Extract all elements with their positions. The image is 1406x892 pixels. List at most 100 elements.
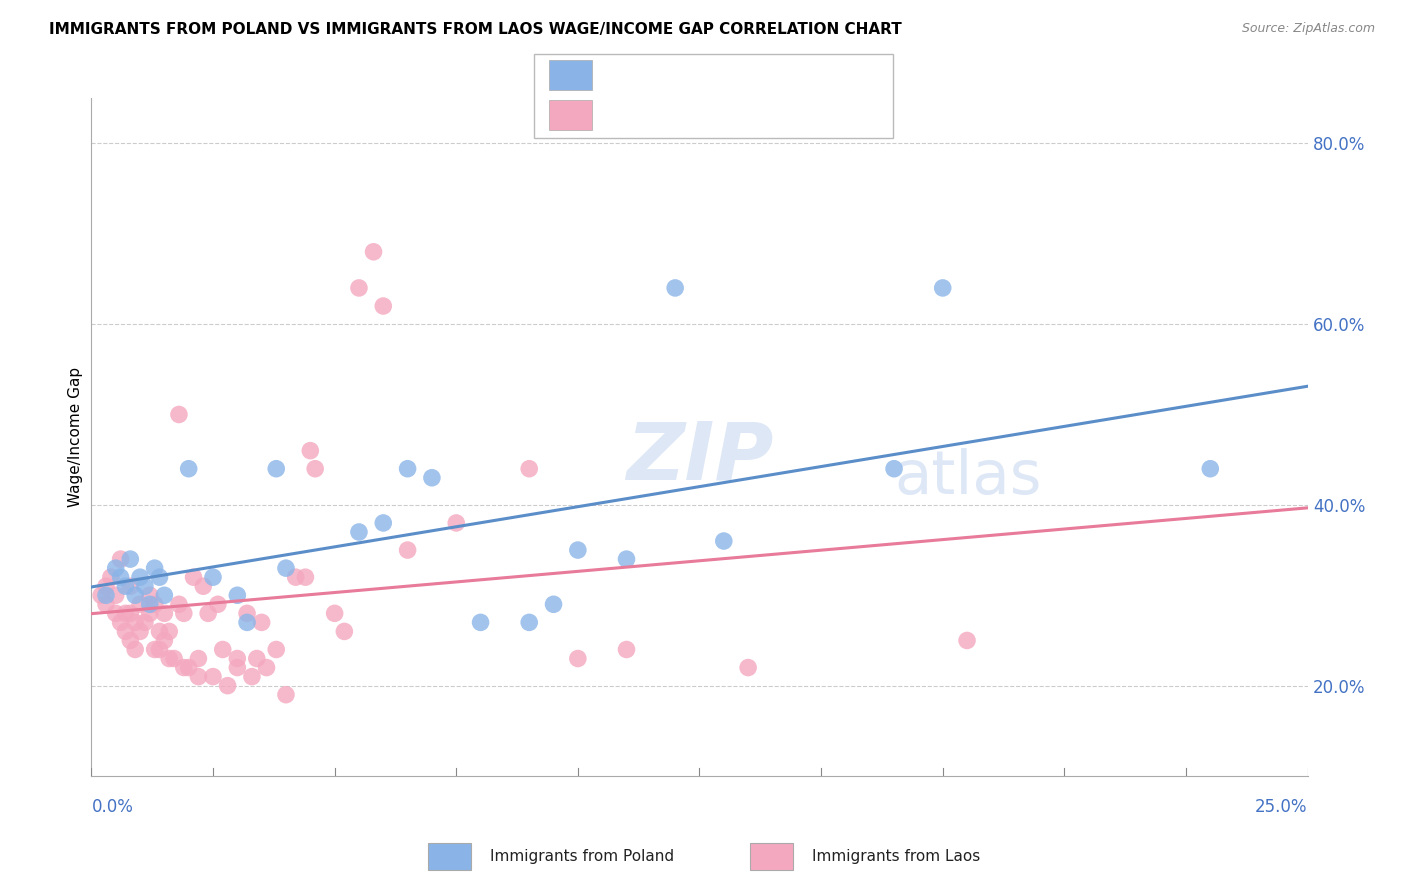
- Point: [202, 670, 225, 684]
- Point: [153, 633, 176, 648]
- Point: [173, 607, 195, 621]
- Text: 0.0%: 0.0%: [91, 798, 134, 816]
- Point: [167, 408, 190, 422]
- Point: [129, 624, 152, 639]
- Point: [177, 461, 200, 475]
- Point: [114, 607, 136, 621]
- Point: [157, 624, 180, 639]
- Point: [110, 615, 132, 630]
- Point: [956, 633, 979, 648]
- Point: [124, 615, 146, 630]
- Point: [139, 588, 162, 602]
- Point: [134, 579, 156, 593]
- Point: [94, 579, 117, 593]
- Text: 25.0%: 25.0%: [1256, 798, 1308, 816]
- Point: [163, 651, 186, 665]
- Point: [120, 579, 142, 593]
- Text: atlas: atlas: [894, 449, 1042, 508]
- Point: [134, 615, 156, 630]
- Point: [226, 588, 249, 602]
- Point: [363, 244, 385, 259]
- Text: N = 32: N = 32: [756, 66, 824, 84]
- Point: [120, 607, 142, 621]
- Point: [94, 588, 117, 602]
- Y-axis label: Wage/Income Gap: Wage/Income Gap: [67, 367, 83, 508]
- Point: [236, 615, 259, 630]
- Point: [347, 524, 370, 539]
- Point: [616, 552, 638, 566]
- Point: [294, 570, 316, 584]
- Point: [616, 642, 638, 657]
- Point: [114, 624, 136, 639]
- Point: [396, 543, 419, 558]
- Point: [323, 607, 346, 621]
- Point: [110, 570, 132, 584]
- Point: [264, 642, 287, 657]
- Point: [737, 660, 759, 674]
- Point: [104, 607, 127, 621]
- Point: [299, 443, 322, 458]
- Point: [104, 561, 127, 575]
- Point: [304, 461, 326, 475]
- Point: [664, 281, 686, 295]
- Point: [396, 461, 419, 475]
- Point: [143, 561, 166, 575]
- Text: R = 0.234: R = 0.234: [606, 105, 696, 123]
- Point: [256, 660, 278, 674]
- Point: [114, 579, 136, 593]
- Text: R = 0.452: R = 0.452: [606, 66, 696, 84]
- FancyBboxPatch shape: [548, 100, 592, 130]
- FancyBboxPatch shape: [534, 54, 893, 138]
- Point: [153, 588, 176, 602]
- Point: [148, 624, 170, 639]
- Point: [124, 642, 146, 657]
- Point: [187, 670, 209, 684]
- Point: [250, 615, 273, 630]
- Point: [713, 534, 735, 549]
- Point: [124, 588, 146, 602]
- Point: [347, 281, 370, 295]
- Point: [100, 570, 122, 584]
- Point: [167, 597, 190, 611]
- Point: [274, 561, 297, 575]
- Point: [517, 615, 540, 630]
- Point: [567, 543, 589, 558]
- Point: [187, 651, 209, 665]
- Point: [143, 597, 166, 611]
- Point: [883, 461, 905, 475]
- Point: [139, 597, 162, 611]
- Point: [202, 570, 225, 584]
- Text: IMMIGRANTS FROM POLAND VS IMMIGRANTS FROM LAOS WAGE/INCOME GAP CORRELATION CHART: IMMIGRANTS FROM POLAND VS IMMIGRANTS FRO…: [49, 22, 903, 37]
- Point: [197, 607, 219, 621]
- Point: [246, 651, 269, 665]
- Point: [110, 552, 132, 566]
- Point: [236, 607, 259, 621]
- Point: [177, 660, 200, 674]
- Point: [143, 642, 166, 657]
- Point: [567, 651, 589, 665]
- Point: [183, 570, 205, 584]
- Point: [207, 597, 229, 611]
- Point: [240, 670, 263, 684]
- Point: [274, 688, 297, 702]
- Point: [226, 651, 249, 665]
- Point: [543, 597, 565, 611]
- Point: [129, 570, 152, 584]
- Point: [193, 579, 215, 593]
- Point: [284, 570, 307, 584]
- FancyBboxPatch shape: [749, 843, 793, 870]
- Point: [264, 461, 287, 475]
- Point: [104, 588, 127, 602]
- Point: [211, 642, 233, 657]
- Text: ZIP: ZIP: [626, 418, 773, 497]
- Point: [931, 281, 953, 295]
- Point: [470, 615, 492, 630]
- Point: [373, 299, 395, 313]
- Point: [90, 588, 112, 602]
- Point: [333, 624, 356, 639]
- Text: Immigrants from Poland: Immigrants from Poland: [489, 849, 673, 863]
- Point: [1199, 461, 1222, 475]
- Point: [148, 570, 170, 584]
- Text: Immigrants from Laos: Immigrants from Laos: [811, 849, 980, 863]
- Point: [153, 607, 176, 621]
